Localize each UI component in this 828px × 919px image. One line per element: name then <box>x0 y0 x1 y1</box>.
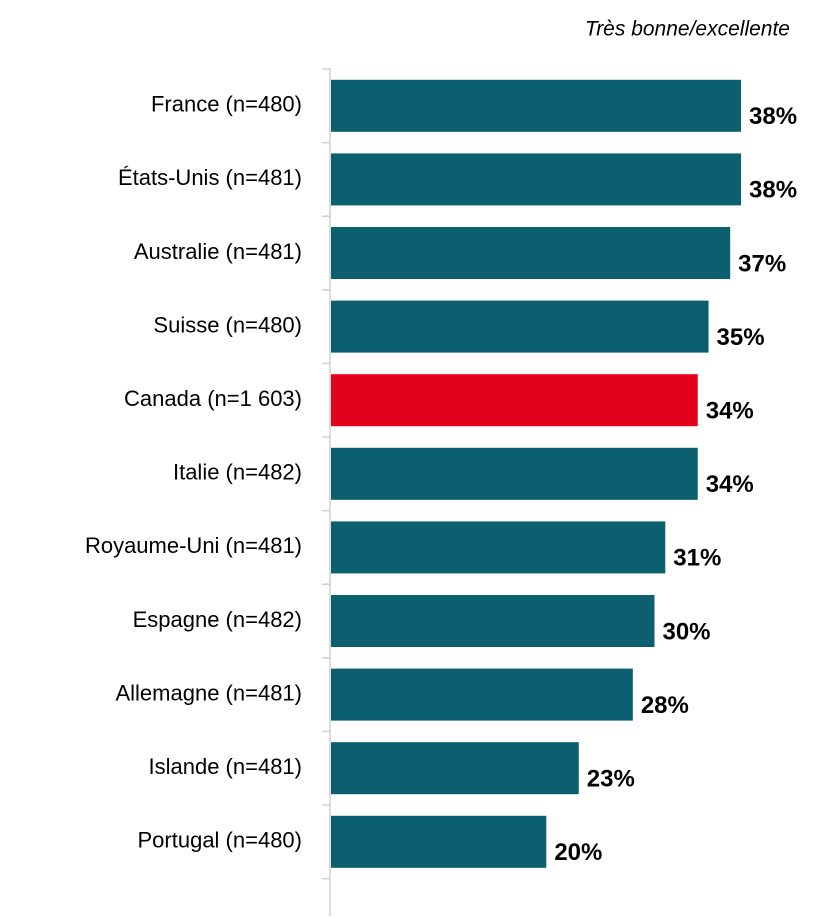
category-label: États-Unis (n=481) <box>118 165 302 190</box>
category-label: France (n=480) <box>151 92 302 117</box>
bar <box>331 521 666 574</box>
category-label: Italie (n=482) <box>173 460 302 485</box>
bar <box>331 815 547 868</box>
value-label: 38% <box>749 177 797 204</box>
bar <box>331 79 741 132</box>
category-label: Canada (n=1 603) <box>124 386 302 411</box>
value-label: 34% <box>706 398 754 425</box>
category-label: Islande (n=481) <box>149 754 303 779</box>
category-label: Portugal (n=480) <box>138 828 303 853</box>
bar <box>331 668 633 721</box>
value-label: 23% <box>587 766 635 793</box>
category-label: Australie (n=481) <box>134 239 302 264</box>
value-label: 38% <box>749 103 797 130</box>
bar <box>331 447 698 500</box>
bar <box>331 374 698 427</box>
value-label: 28% <box>641 692 689 719</box>
bar <box>331 742 579 795</box>
bar <box>331 153 741 206</box>
value-label: 34% <box>706 471 754 498</box>
bar <box>331 300 709 353</box>
chart-subtitle: Très bonne/excellente <box>585 18 790 41</box>
category-label: Royaume-Uni (n=481) <box>85 533 302 558</box>
value-label: 31% <box>673 545 721 572</box>
category-label: Espagne (n=482) <box>133 607 302 632</box>
value-label: 37% <box>738 250 786 277</box>
value-label: 30% <box>662 618 710 645</box>
category-label: Allemagne (n=481) <box>115 680 302 705</box>
value-label: 20% <box>554 839 602 866</box>
value-label: 35% <box>717 324 765 351</box>
bar <box>331 595 655 647</box>
bar <box>331 227 731 279</box>
category-label: Suisse (n=480) <box>153 312 302 337</box>
